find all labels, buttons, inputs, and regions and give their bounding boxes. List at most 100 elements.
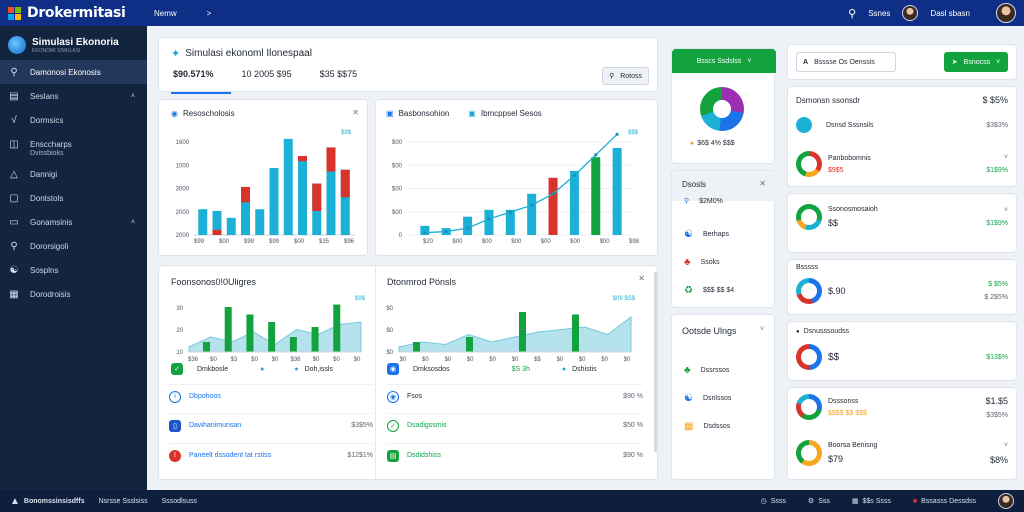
- metric-row[interactable]: Bsssss: [796, 264, 1008, 271]
- chart-card-2: ▣ Basbonsohion ▣ Ibmcppsel Sesos $00 $00 $…: [375, 99, 658, 256]
- metric-row[interactable]: $$ $13$%: [796, 344, 1008, 370]
- metric-row[interactable]: Dsnsd Sssnsils $3$3%: [796, 117, 1008, 133]
- bottom-link[interactable]: Nsrsse Ssslsiss: [98, 497, 148, 505]
- chevron-down-icon[interactable]: ˅: [1003, 441, 1008, 449]
- sidebar-item-9[interactable]: ☯ Sosplns: [0, 258, 147, 282]
- sidebar-item-label: Seslans: [30, 91, 59, 101]
- bottom-label: $$s Ssss: [862, 497, 891, 505]
- dot-icon: ◉: [387, 363, 399, 375]
- line-point: [594, 153, 598, 157]
- button-label: Bsscs Ssdslss: [696, 57, 742, 65]
- list-item[interactable]: ▤ Dsdidshiss $90 %: [387, 443, 643, 467]
- panel-item[interactable]: ☯ Berhaps: [684, 229, 729, 240]
- bottom-item[interactable]: ■ Bssasss Dessdss: [913, 498, 976, 505]
- message-icon: ▤: [387, 449, 399, 462]
- sidebar-item-4[interactable]: ◫ Ensccharps: [0, 132, 147, 156]
- sidebar-item-10[interactable]: ▦ Dorodroisis: [0, 282, 147, 306]
- x-tick-label: $0: [313, 357, 320, 363]
- close-icon[interactable]: ✕: [638, 274, 645, 283]
- tab-2[interactable]: 10 2005 $95: [241, 69, 292, 79]
- x-tick-label: $3: [231, 357, 238, 363]
- bar: [255, 209, 265, 235]
- scrollbar[interactable]: [654, 272, 657, 452]
- metric-title: Dsmonsn ssonsdr: [796, 95, 861, 105]
- main-header-card: ✦ Simulasi ekonoml Ilonespaal $90.571% 1…: [158, 37, 658, 94]
- search-icon[interactable]: ⚲: [848, 7, 857, 20]
- bar-segment: [298, 156, 307, 162]
- sidebar-item-dashboard[interactable]: ⚲ Damonosi Ekonosis: [0, 60, 147, 84]
- search-label[interactable]: Ssnes: [868, 8, 891, 18]
- panel2-item-label: Dssrssos: [700, 367, 730, 374]
- metric-row[interactable]: $.90 $ $5% $ 2$5%: [796, 278, 1008, 304]
- list-item[interactable]: ✓ Dsadigssmis $50 %: [387, 413, 643, 437]
- metric-row[interactable]: Ssonosmosaioh $$ ˅ $1$9%: [796, 204, 1008, 230]
- bar: [203, 342, 210, 352]
- tab-3[interactable]: $35 $$75: [319, 69, 358, 79]
- chevron-down-icon[interactable]: ˅: [1003, 154, 1008, 161]
- area-series: [398, 315, 632, 353]
- bottom-link[interactable]: Sssodlsuss: [161, 497, 198, 505]
- bottom-item[interactable]: ⚙ Sss: [808, 497, 830, 506]
- search-input[interactable]: A Bsssse Os Oenssis: [796, 52, 896, 72]
- filter-button[interactable]: ⚲ Rotoss: [602, 67, 649, 85]
- list-item[interactable]: ◉ Fsos $90 %: [387, 384, 643, 408]
- metric-row[interactable]: Dsmonsn ssonsdr $ $5%: [796, 95, 1008, 105]
- chevron-down-icon[interactable]: ˅: [1003, 207, 1008, 214]
- avatar[interactable]: [902, 5, 919, 21]
- sidebar-item-2[interactable]: ▤ Seslans ˄: [0, 84, 147, 108]
- top-nav-item[interactable]: Nemw: [154, 8, 177, 18]
- app-title: Drokermitasi: [27, 5, 126, 21]
- metric-title: Dsnusssoudss: [803, 328, 850, 335]
- list-item[interactable]: ! Paneelt dssodent tat rstiss $12$1%: [169, 443, 373, 467]
- bar: [519, 312, 526, 352]
- metric-row[interactable]: Boorsa Benisng $79 ˅ $8%: [796, 440, 1008, 466]
- metric-row[interactable]: ● Dsnusssoudss: [796, 328, 1008, 335]
- legend-label: Dshistis: [572, 365, 597, 373]
- sidebar-item-3[interactable]: √ Dormsics: [0, 108, 147, 132]
- x-tick-label: $00: [600, 239, 611, 245]
- panel-item[interactable]: ♣ Ssoks: [684, 257, 720, 268]
- user-name[interactable]: Dasl sbasn: [930, 8, 970, 18]
- bottom-item[interactable]: ▲ Bonomssinsisdffs: [10, 496, 85, 507]
- panel2-item[interactable]: ♣ Dssrssos: [684, 365, 729, 376]
- bottom-item[interactable]: ◷ Ssss: [761, 497, 786, 506]
- metric-value: $1.$5: [985, 395, 1008, 406]
- close-icon[interactable]: ✕: [352, 108, 359, 117]
- bar: [241, 186, 250, 235]
- box-icon: ▢: [9, 192, 19, 204]
- metric-row[interactable]: Panbobomnis $9$5 ˅ $1$9%: [796, 151, 1008, 177]
- avatar[interactable]: [998, 493, 1014, 509]
- close-icon[interactable]: ✕: [759, 179, 766, 188]
- list-item[interactable]: i Dbpohoos: [169, 384, 373, 408]
- x-tick-label: $99: [244, 239, 255, 245]
- sidebar-item-7[interactable]: ▭ Gonamsinis ˄: [0, 210, 147, 234]
- tab-1[interactable]: $90.571%: [173, 69, 214, 79]
- sidebar-subitem[interactable]: Dvissbioks: [30, 150, 64, 157]
- dropdown-button[interactable]: Bsscs Ssdslss ˅: [672, 49, 776, 73]
- metric-row[interactable]: Dsssonss $$$$ $$ $$$ $1.$5 $3$5%: [796, 394, 1008, 420]
- sidebar-item-label: Dororsigoli: [30, 241, 69, 251]
- y-tick-label: 1000: [176, 163, 190, 169]
- sidebar-item-5[interactable]: △ Dannigi: [0, 162, 147, 186]
- bar: [226, 217, 236, 235]
- y-tick-label: 2000: [176, 210, 190, 216]
- chevron-right-icon[interactable]: >: [206, 8, 212, 18]
- primary-button[interactable]: ➤ Bsnocss ˅: [944, 52, 1008, 72]
- panel2-item[interactable]: ☯ Dsnlssos: [684, 393, 731, 404]
- windows-logo-icon: [8, 6, 21, 20]
- top-bar: Drokermitasi Nemw > ⚲ Ssnes Dasl sbasn: [0, 0, 1024, 26]
- metric-title: Dsssonss: [828, 397, 859, 405]
- list-item[interactable]: ▯ Dawhanimunsan $3$5%: [169, 413, 373, 437]
- panel2-item[interactable]: ▦ Dsdssos: [684, 421, 730, 432]
- bottom-item[interactable]: ▦ $$s Ssss: [852, 497, 891, 506]
- profile-avatar[interactable]: [996, 3, 1016, 23]
- bottom-label: Bonomssinsisdffs: [23, 497, 85, 505]
- chart-card-1: ◉ Resoscholosis ✕ 1600 1000 3000 2000 2000 $9…: [158, 99, 368, 256]
- sidebar-item-6[interactable]: ▢ Dontstols: [0, 186, 147, 210]
- right-card-2: Ssonosmosaioh $$ ˅ $1$9%: [787, 193, 1017, 253]
- chevron-down-icon[interactable]: ˅: [759, 326, 764, 333]
- dot-icon: ●: [690, 140, 695, 147]
- bar: [612, 148, 622, 235]
- sidebar-item-8[interactable]: ⚲ Dororsigoli: [0, 234, 147, 258]
- panel-item[interactable]: ♻ $$$ $$ $4: [684, 285, 734, 296]
